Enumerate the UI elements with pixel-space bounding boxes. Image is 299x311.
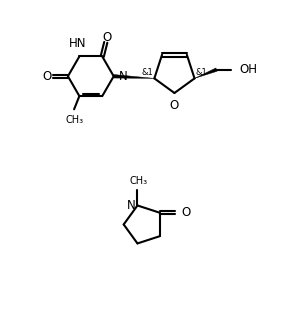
Text: &1: &1 (141, 68, 153, 77)
Text: OH: OH (239, 63, 257, 76)
Text: CH₃: CH₃ (130, 175, 148, 186)
Text: &1: &1 (195, 68, 207, 77)
Text: CH₃: CH₃ (65, 114, 83, 125)
Text: O: O (170, 99, 179, 112)
Polygon shape (195, 68, 217, 78)
Text: N: N (119, 70, 128, 83)
Text: N: N (127, 199, 136, 212)
Text: O: O (181, 206, 190, 219)
Polygon shape (114, 75, 154, 78)
Text: O: O (42, 70, 51, 83)
Text: O: O (102, 31, 112, 44)
Text: HN: HN (69, 37, 87, 50)
